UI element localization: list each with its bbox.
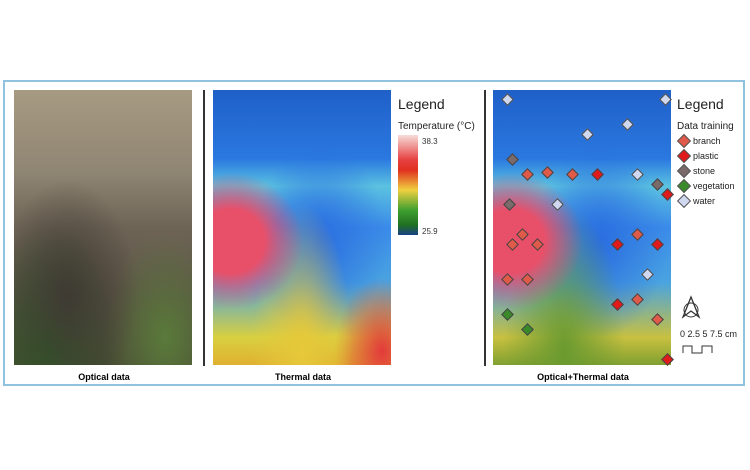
class-legend-title: Legend	[677, 96, 724, 112]
training-point-plastic	[611, 298, 624, 311]
training-point-branch	[521, 273, 534, 286]
scale-label: 0 2.5 5 7.5 cm	[680, 329, 738, 339]
training-point-stone	[651, 178, 664, 191]
legend-item-plastic: plastic	[676, 148, 719, 164]
legend-label: plastic	[693, 151, 719, 161]
training-point-water	[641, 268, 654, 281]
temperature-colorbar	[398, 135, 418, 235]
training-point-water	[501, 93, 514, 106]
training-point-plastic	[651, 238, 664, 251]
combined-image	[493, 90, 674, 366]
class-legend-subtitle: Data training	[677, 121, 734, 132]
training-point-vegetation	[521, 323, 534, 336]
training-point-water	[631, 168, 644, 181]
legend-label: branch	[693, 136, 721, 146]
caption-thermal: Thermal data	[274, 372, 332, 382]
legend-item-water: water	[676, 193, 716, 209]
legend-item-branch: branch	[676, 133, 721, 149]
legend-item-stone: stone	[676, 163, 716, 179]
training-point-branch	[541, 166, 554, 179]
thermal-image	[213, 90, 391, 365]
diamond-icon	[676, 148, 692, 164]
colorbar-max: 38.3	[422, 137, 438, 146]
training-point-water	[659, 93, 672, 106]
diamond-icon	[676, 193, 692, 209]
training-point-branch	[521, 168, 534, 181]
training-point-branch	[631, 293, 644, 306]
legend-item-vegetation: vegetation	[676, 178, 735, 194]
diamond-icon	[676, 133, 692, 149]
training-point-water	[551, 198, 564, 211]
north-arrow-icon	[681, 295, 701, 319]
legend-label: stone	[693, 166, 716, 176]
divider	[484, 90, 486, 366]
divider	[203, 90, 205, 366]
training-point-branch	[506, 238, 519, 251]
legend-label: vegetation	[693, 181, 735, 191]
training-point-stone	[503, 198, 516, 211]
training-point-branch	[516, 228, 529, 241]
training-point-water	[581, 128, 594, 141]
optical-image	[14, 90, 192, 365]
scale-bar	[682, 345, 713, 354]
caption-combined: Optical+Thermal data	[537, 372, 629, 382]
colorbar-min: 25.9	[422, 227, 438, 236]
caption-optical: Optical data	[78, 372, 130, 382]
training-point-branch	[501, 273, 514, 286]
thermal-legend-subtitle: Temperature (°C)	[398, 121, 475, 132]
diamond-icon	[676, 178, 692, 194]
diamond-icon	[676, 163, 692, 179]
training-point-plastic	[611, 238, 624, 251]
training-point-stone	[506, 153, 519, 166]
legend-label: water	[693, 196, 716, 206]
training-point-water	[621, 118, 634, 131]
training-point-branch	[566, 168, 579, 181]
training-point-vegetation	[501, 308, 514, 321]
training-point-plastic	[591, 168, 604, 181]
thermal-legend-title: Legend	[398, 96, 445, 112]
training-point-branch	[631, 228, 644, 241]
training-point-branch	[531, 238, 544, 251]
training-point-branch	[651, 313, 664, 326]
